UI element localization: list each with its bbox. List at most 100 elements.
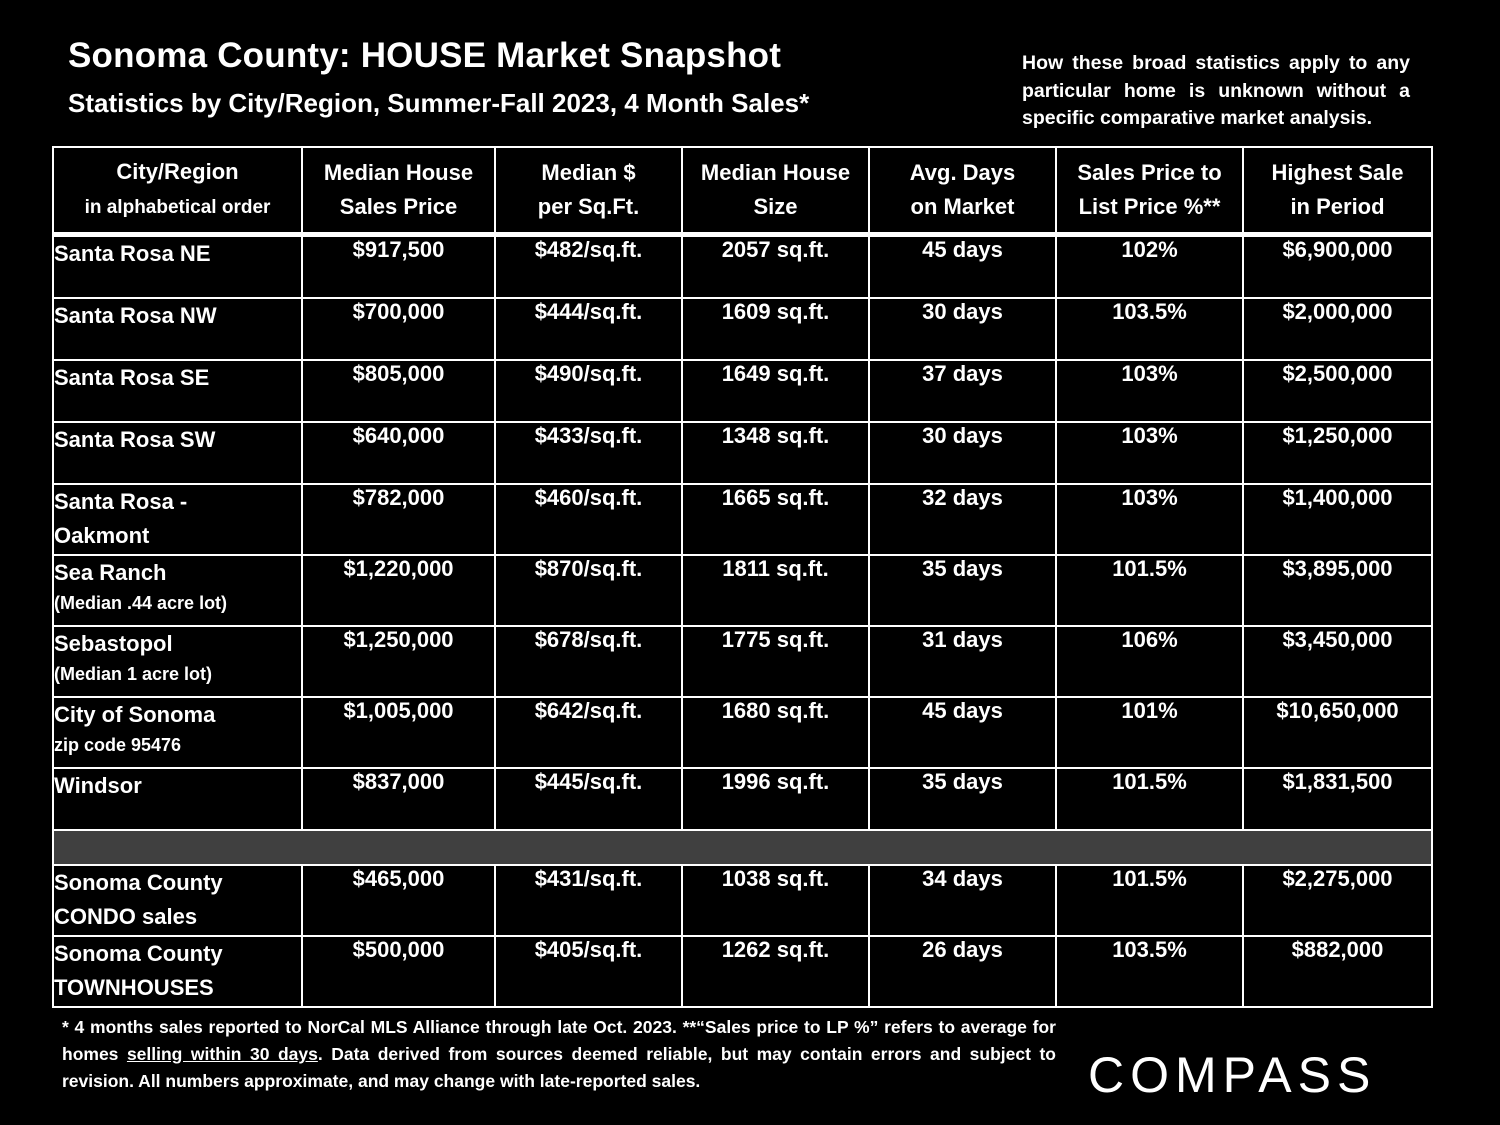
table-row: Santa Rosa NE $917,500 $482/sq.ft. 2057 …: [52, 233, 1433, 299]
city-cell: Santa Rosa NW: [52, 297, 303, 361]
ppsf-cell: $870/sq.ft.: [494, 554, 683, 627]
compass-logo-text: COMPASS: [1088, 1047, 1376, 1102]
column-header-ratio: Sales Price to List Price %**: [1055, 146, 1244, 237]
city-cell: Sebastopol (Median 1 acre lot): [52, 625, 303, 698]
ratio-cell: 101.5%: [1055, 864, 1244, 937]
city-cell: Sonoma County TOWNHOUSES: [52, 935, 303, 1008]
table-row: Sonoma County TOWNHOUSES $500,000 $405/sq…: [52, 935, 1433, 1008]
size-cell: 1996 sq.ft.: [681, 767, 870, 831]
city-cell: Santa Rosa NE: [52, 233, 303, 299]
days-cell: 30 days: [868, 421, 1057, 485]
days-cell: 34 days: [868, 864, 1057, 937]
high-cell: $2,000,000: [1242, 297, 1433, 361]
high-cell: $882,000: [1242, 935, 1433, 1008]
ppsf-cell: $445/sq.ft.: [494, 767, 683, 831]
price-cell: $500,000: [301, 935, 496, 1008]
high-cell: $3,895,000: [1242, 554, 1433, 627]
table-row: Sebastopol (Median 1 acre lot) $1,250,000…: [52, 625, 1433, 698]
price-cell: $837,000: [301, 767, 496, 831]
separator-row: [52, 829, 1433, 866]
high-cell: $6,900,000: [1242, 233, 1433, 299]
size-cell: 1811 sq.ft.: [681, 554, 870, 627]
ppsf-cell: $460/sq.ft.: [494, 483, 683, 556]
disclaimer-note: How these broad statistics apply to any …: [1022, 52, 1410, 129]
price-cell: $805,000: [301, 359, 496, 423]
high-cell: $3,450,000: [1242, 625, 1433, 698]
days-cell: 26 days: [868, 935, 1057, 1008]
table-row: City of Sonoma zip code 95476 $1,005,000 …: [52, 696, 1433, 769]
days-cell: 45 days: [868, 233, 1057, 299]
size-cell: 1680 sq.ft.: [681, 696, 870, 769]
city-cell: Santa Rosa - Oakmont: [52, 483, 303, 556]
price-cell: $917,500: [301, 233, 496, 299]
city-cell: Santa Rosa SE: [52, 359, 303, 423]
size-cell: 1262 sq.ft.: [681, 935, 870, 1008]
ppsf-cell: $482/sq.ft.: [494, 233, 683, 299]
page-title: Sonoma County: HOUSE Market Snapshot: [68, 36, 782, 75]
table-row: Sea Ranch (Median .44 acre lot) $1,220,00…: [52, 554, 1433, 627]
column-header-high: Highest Sale in Period: [1242, 146, 1433, 237]
ppsf-cell: $444/sq.ft.: [494, 297, 683, 361]
high-cell: $2,275,000: [1242, 864, 1433, 937]
table-row: Santa Rosa - Oakmont $782,000 $460/sq.ft.…: [52, 483, 1433, 556]
column-header-days: Avg. Days on Market: [868, 146, 1057, 237]
price-cell: $1,220,000: [301, 554, 496, 627]
compass-logo: COMPASS: [1088, 1047, 1376, 1102]
city-cell: Santa Rosa SW: [52, 421, 303, 485]
ratio-cell: 103.5%: [1055, 297, 1244, 361]
price-cell: $465,000: [301, 864, 496, 937]
size-cell: 1649 sq.ft.: [681, 359, 870, 423]
table-row: Santa Rosa NW $700,000 $444/sq.ft. 1609 …: [52, 297, 1433, 361]
days-cell: 30 days: [868, 297, 1057, 361]
ppsf-cell: $490/sq.ft.: [494, 359, 683, 423]
footnote: * 4 months sales reported to NorCal MLS …: [62, 1017, 1056, 1091]
ratio-cell: 103%: [1055, 359, 1244, 423]
days-cell: 45 days: [868, 696, 1057, 769]
days-cell: 35 days: [868, 554, 1057, 627]
days-cell: 31 days: [868, 625, 1057, 698]
size-cell: 1609 sq.ft.: [681, 297, 870, 361]
price-cell: $640,000: [301, 421, 496, 485]
ppsf-cell: $678/sq.ft.: [494, 625, 683, 698]
separator-band: [52, 829, 1433, 866]
size-cell: 1665 sq.ft.: [681, 483, 870, 556]
table-header-row: City/Region in alphabetical order Median …: [52, 146, 1433, 237]
price-cell: $782,000: [301, 483, 496, 556]
ratio-cell: 101.5%: [1055, 767, 1244, 831]
days-cell: 35 days: [868, 767, 1057, 831]
column-header-ppsf: Median $ per Sq.Ft.: [494, 146, 683, 237]
high-cell: $1,831,500: [1242, 767, 1433, 831]
ratio-cell: 101%: [1055, 696, 1244, 769]
city-cell: Sonoma County CONDO sales: [52, 864, 303, 937]
high-cell: $1,400,000: [1242, 483, 1433, 556]
ratio-cell: 101.5%: [1055, 554, 1244, 627]
price-cell: $700,000: [301, 297, 496, 361]
ratio-cell: 106%: [1055, 625, 1244, 698]
column-header-size: Median House Size: [681, 146, 870, 237]
high-cell: $2,500,000: [1242, 359, 1433, 423]
high-cell: $1,250,000: [1242, 421, 1433, 485]
ratio-cell: 103%: [1055, 483, 1244, 556]
city-cell: Windsor: [52, 767, 303, 831]
table-row: Santa Rosa SW $640,000 $433/sq.ft. 1348 …: [52, 421, 1433, 485]
ratio-cell: 102%: [1055, 233, 1244, 299]
market-table: City/Region in alphabetical order Median …: [52, 146, 1433, 1008]
price-cell: $1,005,000: [301, 696, 496, 769]
ppsf-cell: $433/sq.ft.: [494, 421, 683, 485]
ppsf-cell: $405/sq.ft.: [494, 935, 683, 1008]
days-cell: 37 days: [868, 359, 1057, 423]
ratio-cell: 103%: [1055, 421, 1244, 485]
ppsf-cell: $642/sq.ft.: [494, 696, 683, 769]
city-cell: Sea Ranch (Median .44 acre lot): [52, 554, 303, 627]
column-header-price: Median House Sales Price: [301, 146, 496, 237]
high-cell: $10,650,000: [1242, 696, 1433, 769]
column-header-city: City/Region in alphabetical order: [52, 146, 303, 237]
size-cell: 2057 sq.ft.: [681, 233, 870, 299]
city-cell: City of Sonoma zip code 95476: [52, 696, 303, 769]
table-row: Santa Rosa SE $805,000 $490/sq.ft. 1649 …: [52, 359, 1433, 423]
days-cell: 32 days: [868, 483, 1057, 556]
table-row: Sonoma County CONDO sales $465,000 $431/s…: [52, 864, 1433, 937]
size-cell: 1775 sq.ft.: [681, 625, 870, 698]
ratio-cell: 103.5%: [1055, 935, 1244, 1008]
size-cell: 1038 sq.ft.: [681, 864, 870, 937]
